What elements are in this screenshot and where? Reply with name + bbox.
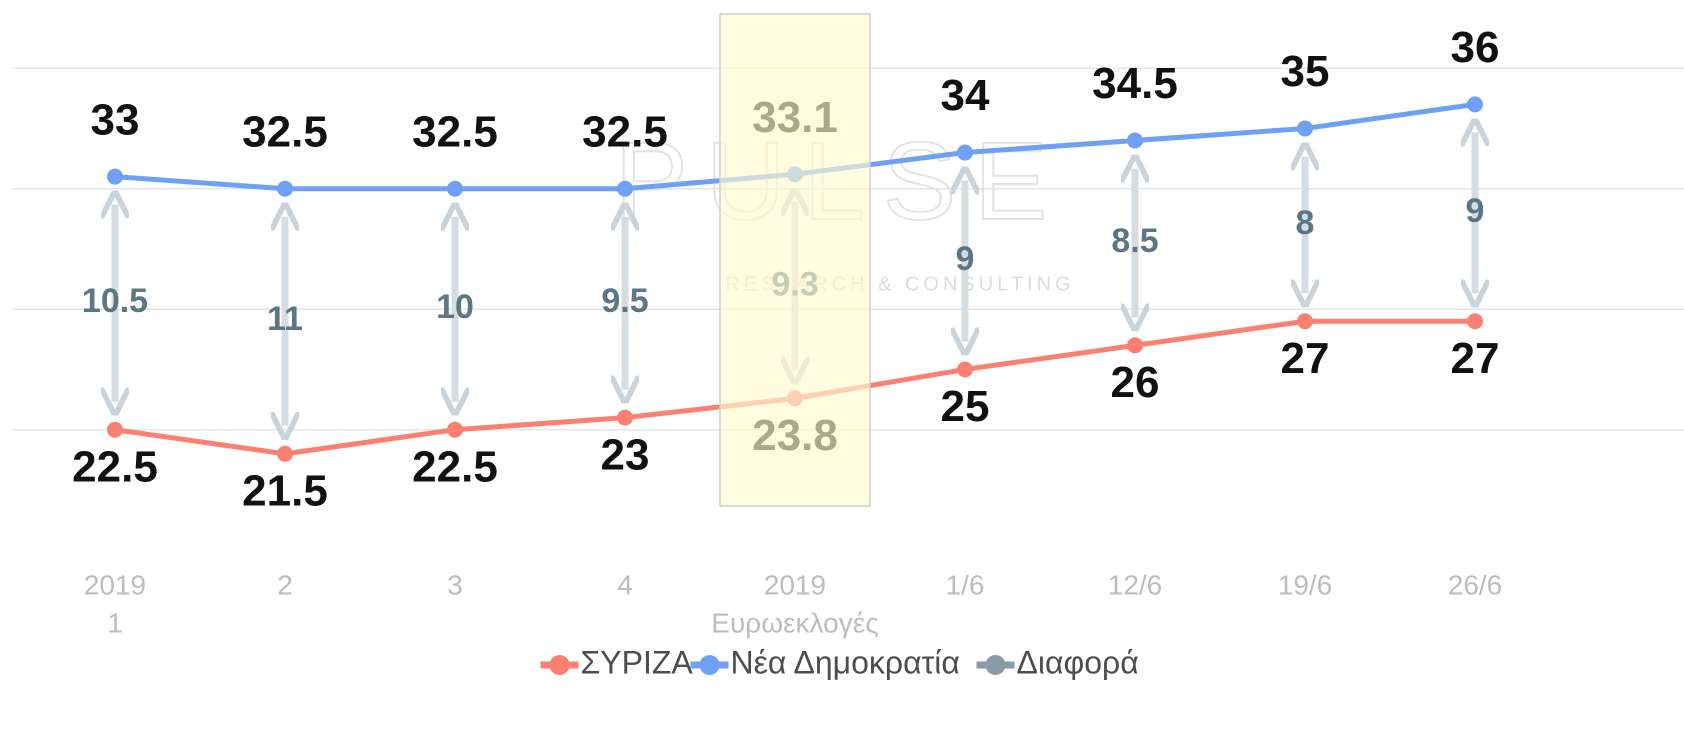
difference-label: 11: [267, 300, 303, 338]
series-point: [107, 421, 123, 438]
difference-label: 9.5: [601, 282, 648, 320]
data-label: 27: [1451, 334, 1500, 383]
data-label: 32.5: [412, 107, 498, 156]
x-tick-label: 12/6: [1108, 569, 1163, 600]
series-point: [107, 168, 123, 185]
legend-marker-dot: [699, 655, 720, 675]
data-label: 26: [1111, 358, 1160, 407]
data-label: 32.5: [582, 107, 668, 156]
series-point: [617, 180, 633, 197]
x-tick-label: 26/6: [1448, 569, 1503, 600]
series-point: [277, 445, 293, 462]
data-label: 34: [941, 71, 990, 120]
x-tick-label: 1: [107, 607, 123, 638]
data-label: 22.5: [72, 442, 158, 491]
x-tick-label: 4: [617, 569, 633, 600]
x-tick-label: 3: [447, 569, 463, 600]
difference-label: 9: [1466, 192, 1485, 230]
legend-label: Νέα Δημοκρατία: [731, 644, 960, 680]
series-point: [617, 409, 633, 426]
x-tick-label: 1/6: [946, 569, 985, 600]
difference-label: 9: [956, 240, 975, 278]
x-tick-label: 19/6: [1278, 569, 1333, 600]
legend-marker-dot: [985, 655, 1006, 675]
series-point: [957, 144, 973, 161]
series-point: [1467, 313, 1483, 330]
difference-label: 10.5: [82, 282, 148, 320]
series-point: [1297, 120, 1313, 137]
data-label: 32.5: [242, 107, 328, 156]
series-point: [1467, 96, 1483, 113]
data-label: 23: [601, 430, 650, 479]
series-point: [447, 180, 463, 197]
legend: ΣΥΡΙΖΑ Νέα Δημοκρατία Διαφορά: [540, 644, 1139, 680]
difference-label: 8.5: [1111, 222, 1158, 260]
data-label: 22.5: [412, 442, 498, 491]
data-label: 33: [91, 95, 140, 144]
x-tick-label: 2019: [84, 569, 146, 600]
data-label: 27: [1281, 334, 1330, 383]
x-tick-label: Ευρωεκλογές: [711, 607, 878, 638]
highlight-box: [719, 13, 871, 507]
difference-label: 8: [1296, 204, 1315, 242]
data-label: 36: [1451, 23, 1500, 72]
data-label: 21.5: [242, 466, 328, 515]
x-tick-label: 2: [277, 569, 293, 600]
legend-marker-dot: [549, 655, 570, 675]
difference-label: 10: [436, 288, 474, 326]
data-label: 34.5: [1092, 59, 1178, 108]
series-point: [1127, 337, 1143, 354]
series-point: [447, 421, 463, 438]
legend-label: ΣΥΡΙΖΑ: [581, 644, 694, 680]
data-label: 35: [1281, 47, 1330, 96]
series-point: [1127, 132, 1143, 149]
legend-label: Διαφορά: [1017, 644, 1139, 680]
series-point: [277, 180, 293, 197]
data-label: 25: [941, 382, 990, 431]
series-point: [1297, 313, 1313, 330]
x-tick-label: 2019: [764, 569, 826, 600]
series-point: [957, 361, 973, 378]
